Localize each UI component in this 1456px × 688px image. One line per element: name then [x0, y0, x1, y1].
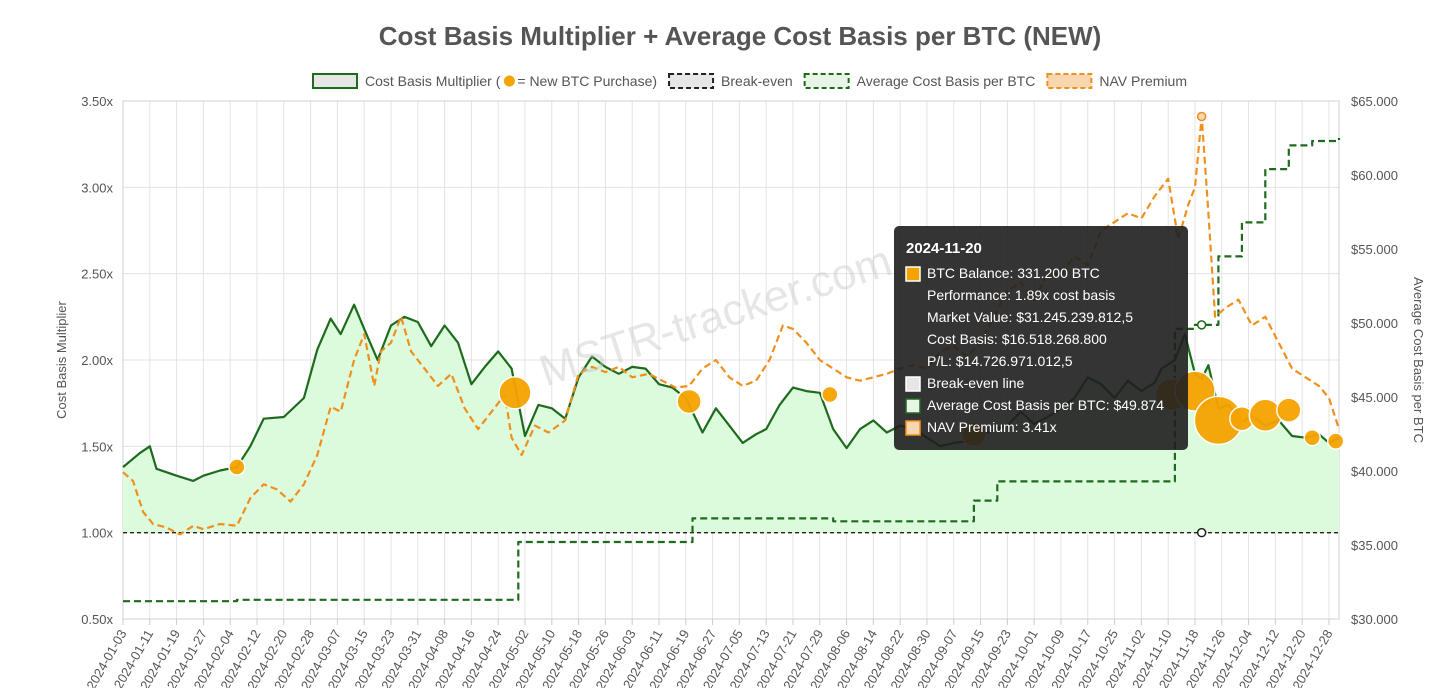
tooltip-row: P/L: $14.726.971.012,5	[927, 353, 1073, 369]
legend: Cost Basis Multiplier ( = New BTC Purcha…	[312, 73, 1187, 89]
tooltip-box	[894, 226, 1188, 450]
y-right-tick-label: $65.000	[1351, 94, 1398, 109]
avg-cost-basis-line	[123, 138, 1341, 603]
legend-label: Cost Basis Multiplier (	[365, 73, 501, 89]
y-right-tick-label: $45.000	[1351, 390, 1398, 405]
tooltip-swatch	[905, 398, 921, 414]
legend-swatch	[312, 73, 358, 89]
tooltip-row: Performance: 1.89x cost basis	[927, 287, 1115, 303]
nav-premium-line	[122, 115, 1341, 536]
tooltip-row: BTC Balance: 331.200 BTC	[927, 265, 1100, 281]
y-left-tick-label: 2.00x	[81, 353, 113, 368]
y-left-tick-label: 3.50x	[81, 94, 113, 109]
watermark: MSTR-tracker.com	[534, 236, 898, 396]
legend-label: Average Cost Basis per BTC	[857, 73, 1036, 89]
y-left-tick-label: 2.50x	[81, 267, 113, 282]
tooltip-date: 2024-11-20	[906, 240, 982, 257]
btc-purchase-marker	[1303, 428, 1321, 447]
btc-purchase-marker	[821, 385, 839, 404]
axes: 0.50x 1.00x 1.50x 2.00x 2.50x 3.00x 3.50x $30.0…	[54, 94, 1426, 688]
legend-purchase-marker	[502, 74, 516, 88]
chart-title: Cost Basis Multiplier + Average Cost Bas…	[379, 21, 1102, 51]
legend-label: NAV Premium	[1099, 73, 1187, 89]
tooltip-row: Cost Basis: $16.518.268.800	[927, 331, 1107, 347]
y-right-tick-label: $60.000	[1351, 168, 1398, 183]
hover-point-break-even	[1196, 527, 1207, 538]
tooltip-row: Break-even line	[927, 375, 1024, 391]
y-right-tick-label: $30.000	[1351, 612, 1398, 627]
btc-purchase-marker	[228, 458, 246, 476]
tooltip-row: NAV Premium: 3.41x	[927, 419, 1057, 435]
tooltip-swatch	[905, 420, 921, 436]
y-right-axis-title: Average Cost Basis per BTC	[1411, 277, 1426, 443]
legend-label-suffix: = New BTC Purchase)	[517, 73, 657, 89]
y-left-tick-label: 1.00x	[81, 526, 113, 541]
y-left-tick-label: 0.50x	[81, 612, 113, 627]
y-left-tick-label: 3.00x	[81, 180, 113, 195]
legend-swatch	[803, 73, 850, 89]
btc-purchase-marker	[1248, 398, 1283, 433]
y-right-tick-label: $40.000	[1351, 464, 1398, 479]
tooltip-swatch	[905, 266, 921, 282]
legend-swatch	[668, 73, 715, 89]
legend-swatch	[1046, 73, 1093, 89]
y-left-tick-label: 1.50x	[81, 439, 113, 454]
btc-purchase-marker	[676, 388, 702, 415]
y-right-tick-label: $50.000	[1351, 316, 1398, 331]
tooltip-row: Market Value: $31.245.239.812,5	[927, 309, 1133, 325]
cost-basis-multiplier-area	[123, 304, 1339, 533]
plot-border	[122, 100, 1340, 620]
hover-point-nav	[1196, 111, 1207, 122]
y-right-tick-label: $35.000	[1351, 538, 1398, 553]
btc-purchase-marker	[498, 376, 532, 410]
btc-purchase-marker	[1276, 397, 1302, 423]
tooltip-swatch	[905, 376, 921, 392]
hover-point-avg-cost	[1196, 320, 1207, 330]
y-right-tick-label: $55.000	[1351, 242, 1398, 257]
legend-label: Break-even	[721, 73, 793, 89]
tooltip-row: Average Cost Basis per BTC: $49.874	[927, 397, 1164, 413]
tooltip: 2024-11-20 BTC Balance: 331.200 BTC Perfor…	[894, 226, 1188, 450]
btc-purchase-marker	[1326, 432, 1345, 450]
y-left-axis-title: Cost Basis Multiplier	[54, 300, 69, 418]
